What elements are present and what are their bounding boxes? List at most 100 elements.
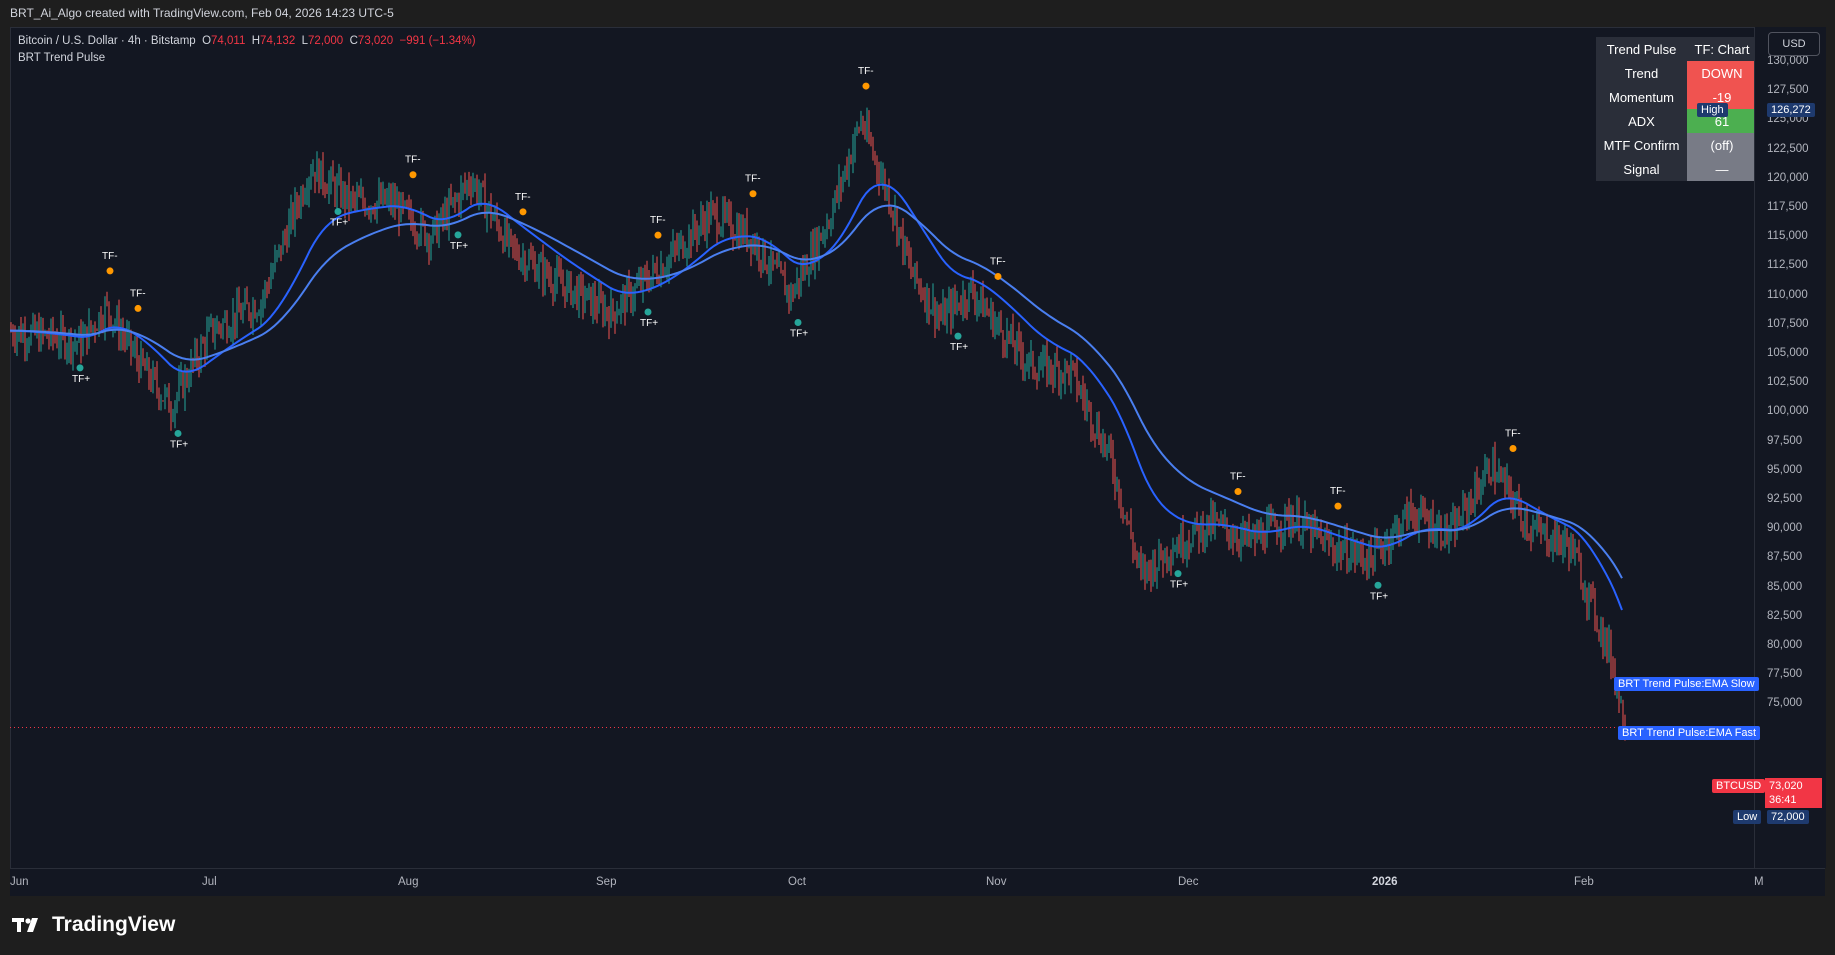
tradingview-logo-icon [12,918,38,932]
price-chart[interactable]: TF+ TF- TF- TF+ TF+ TF- TF+ TF- TF+ TF- TF- TF+ TF- T… [10,27,1754,868]
signal-dot [1509,444,1517,452]
tf-plus-marker: TF+ [640,318,658,329]
signal-dot [644,308,652,316]
tf-minus-marker: TF- [1330,486,1346,497]
tf-minus-marker: TF- [858,66,874,77]
price-tick-label: 117,500 [1767,201,1808,213]
row-trend-key: Trend [1596,61,1687,85]
price-tick-label: 110,000 [1767,288,1808,301]
close-value: 73,020 [357,35,394,47]
signal-dot [749,190,757,198]
signal-dot [106,267,114,275]
signal-dot [454,231,462,239]
price-tick-label: 107,500 [1767,317,1809,330]
signal-dot [1374,581,1382,589]
price-tick-label: 100,000 [1767,405,1809,418]
tf-plus-marker: TF+ [330,218,348,229]
signal-dot [334,208,342,216]
price-tick-label: 92,500 [1767,493,1803,505]
low-tag-value: 72,000 [1767,810,1809,824]
time-tick-label: Feb [1574,876,1594,888]
candles [10,107,1626,741]
ema-slow-line [10,204,1623,579]
signal-dot [1334,502,1342,510]
price-tick-label: 80,000 [1767,639,1803,651]
high-tag-value: 126,272 [1767,103,1815,117]
price-tick-label: 105,000 [1767,347,1809,359]
open-value: 74,011 [211,35,246,47]
row-momentum-key: Momentum [1596,85,1687,109]
indicator-legend[interactable]: BRT Trend Pulse [18,52,106,64]
time-tick-label: Sep [596,876,617,888]
tf-plus-marker: TF+ [1370,591,1388,602]
price-tick-label: 127,500 [1767,84,1809,97]
price-tick-label: 82,500 [1767,609,1803,622]
signal-dot [654,231,662,239]
tf-plus-marker: TF+ [170,439,188,450]
table-header-timeframe: TF: Chart [1687,37,1757,61]
tf-plus-marker: TF+ [450,241,468,252]
signal-dot [409,171,417,179]
signal-dot [1174,570,1182,578]
tf-minus-marker: TF- [102,251,118,262]
signal-dot [519,208,527,216]
low-value: 72,000 [308,35,344,47]
table-header-title: Trend Pulse [1596,37,1687,61]
price-tick-label: 102,500 [1767,376,1809,389]
tf-plus-marker: TF+ [950,342,968,353]
countdown-value: 36:41 [1769,794,1797,806]
signal-dot [794,318,802,326]
row-signal-value: — [1687,157,1757,181]
row-trend-value: DOWN [1687,61,1757,85]
time-tick-label: Jun [10,876,29,888]
change-value: −991 (−1.34%) [399,35,476,47]
price-tick-label: 75,000 [1767,697,1803,710]
time-tick-label: Jul [202,876,217,888]
row-signal-key: Signal [1596,157,1687,181]
signal-dot [994,272,1002,280]
price-tick-label: 87,500 [1767,551,1803,564]
signal-dot [862,82,870,90]
tf-minus-marker: TF- [130,288,146,299]
price-tick-label: 122,500 [1767,142,1809,155]
price-tick-label: 77,500 [1767,668,1803,681]
signal-dot [954,332,962,340]
row-mtf-key: MTF Confirm [1596,133,1687,157]
signal-dot [1234,488,1242,496]
symbol-tag: BTCUSD [1712,779,1766,793]
price-tick-label: 130,000 [1767,55,1809,67]
price-tick-label: 97,500 [1767,434,1803,447]
symbol-name: Bitcoin / U.S. Dollar · 4h · Bitstamp [18,35,196,47]
tf-minus-marker: TF- [990,256,1006,267]
tf-plus-marker: TF+ [1170,580,1188,591]
price-axis[interactable] [1754,27,1826,868]
time-axis[interactable] [10,868,1825,896]
tf-plus-marker: TF+ [72,374,90,385]
time-tick-label: M [1754,876,1764,888]
tf-minus-marker: TF- [515,192,531,203]
last-price-value: 73,020 [1769,780,1803,792]
currency-button[interactable]: USD [1768,32,1820,56]
brand-name: TradingView [52,913,176,936]
symbol-legend: Bitcoin / U.S. Dollar · 4h · Bitstamp O7… [18,35,476,47]
signal-dot [174,429,182,437]
time-tick-label: Oct [788,876,806,888]
price-tick-label: 90,000 [1767,522,1803,535]
signal-dot [76,364,84,372]
low-tag-label: Low [1733,810,1762,824]
row-mtf-value: (off) [1687,133,1757,157]
tf-minus-marker: TF- [405,155,421,166]
price-tick-label: 112,500 [1767,259,1808,272]
ema-fast-tag: BRT Trend Pulse:EMA Fast [1618,726,1761,740]
time-tick-label: Aug [398,876,419,888]
high-value: 74,132 [260,35,296,47]
tradingview-logo[interactable]: TradingView [12,913,175,937]
tf-minus-marker: TF- [650,215,666,226]
price-tick-label: 120,000 [1767,171,1809,184]
ema-fast-line [10,183,1623,611]
chart-caption: BRT_Ai_Algo created with TradingView.com… [10,6,394,20]
time-tick-label: 2026 [1372,876,1398,888]
row-adx-key: ADX [1596,109,1687,133]
tf-minus-marker: TF- [745,174,761,185]
tf-minus-marker: TF- [1230,472,1246,483]
